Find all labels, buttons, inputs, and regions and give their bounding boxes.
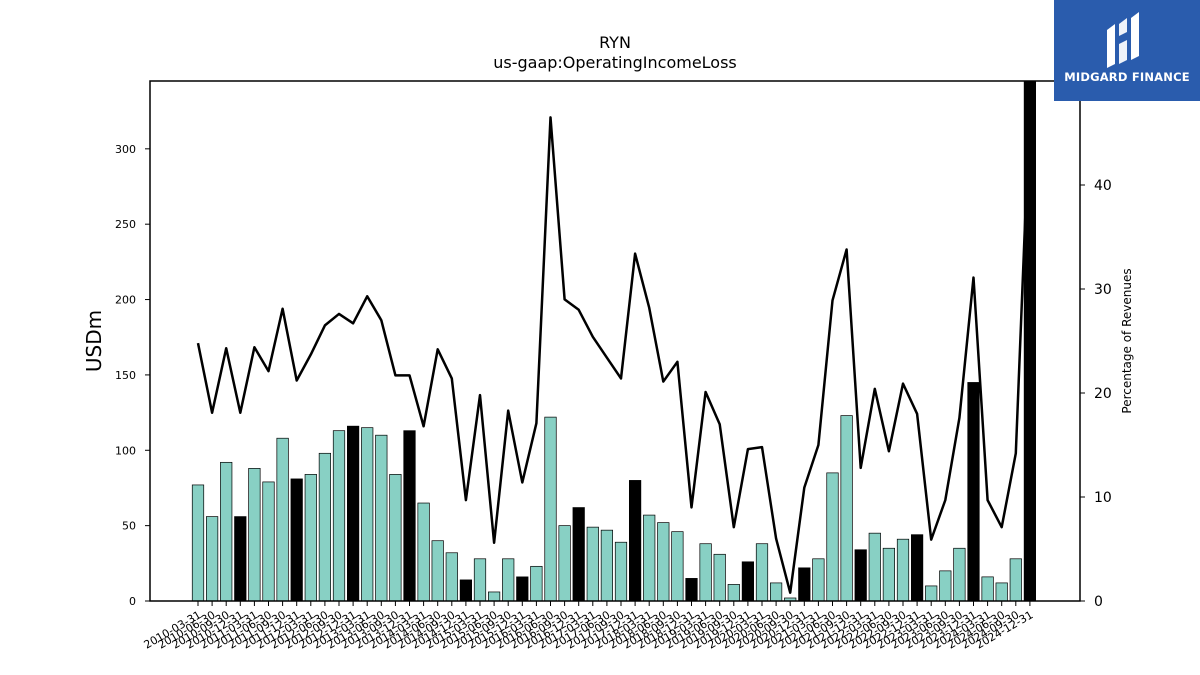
brand-name: MIDGARD FINANCE [1064,70,1190,84]
bar-2016-09-30 [558,525,571,602]
bar-2016-12-31 [572,507,585,602]
bar-2022-03-31 [868,532,881,602]
bar-2014-12-31 [459,579,472,602]
bar-2024-12-31 [1023,80,1037,602]
bar-2011-03-31 [248,468,261,602]
y2-tick-label: 10 [1094,490,1112,506]
y-tick-label: 0 [129,595,136,608]
bar-2015-06-30 [488,591,501,602]
chart-subtitle: us-gaap:OperatingIncomeLoss [493,53,737,72]
bar-2011-12-31 [290,478,303,602]
bar-2023-03-31 [925,585,938,602]
y-tick-label: 300 [115,143,136,156]
bar-2012-09-30 [332,430,346,602]
bar-2019-06-30 [713,553,726,602]
bar-2012-06-30 [318,452,331,602]
bar-2015-12-31 [516,576,529,602]
y2-tick-label: 40 [1094,178,1112,194]
y-tick-label: 50 [122,520,136,533]
bar-2023-09-30 [953,547,966,602]
plot-frame [149,80,1081,602]
bar-2014-06-30 [431,540,444,602]
left-axis-ticks: 0 50 100 150 200 250 300 [115,143,150,608]
percentage-line [196,101,1032,594]
bar-2020-03-31 [755,543,769,602]
bar-2015-09-30 [502,558,515,602]
bar-2020-06-30 [769,582,783,602]
bar-2014-09-30 [445,552,458,602]
bar-2022-12-31 [910,534,924,602]
bar-2019-03-31 [699,543,712,602]
midgard-logo-icon [1107,12,1139,68]
bar-2013-09-30 [389,474,402,602]
bar-2017-06-30 [600,529,614,602]
bar-2010-06-30 [206,516,219,602]
bar-2017-12-31 [628,480,642,602]
right-axis-ticks: 0 10 20 30 40 [1080,178,1112,610]
bar-2022-06-30 [882,547,896,602]
y2-tick-label: 20 [1094,386,1112,402]
bar-2011-06-30 [262,481,275,602]
bar-2014-03-31 [417,502,430,602]
chart-title: RYN [599,33,631,52]
bar-2015-03-31 [473,558,487,602]
bar-2022-09-30 [896,538,910,602]
y2-tick-label: 30 [1094,282,1112,298]
bar-2018-12-31 [685,578,698,602]
y-tick-label: 250 [115,218,136,231]
bar-2024-09-30 [1009,558,1022,602]
right-axis-label: Percentage of Revenues [1120,268,1134,413]
bar-2013-03-31 [361,427,374,602]
bar-2012-12-31 [347,425,360,602]
bar-2017-09-30 [614,541,628,602]
bar-2019-09-30 [727,584,740,602]
bar-2021-12-31 [854,549,867,602]
bar-2017-03-31 [586,526,599,602]
bar-2018-06-30 [657,522,670,602]
bar-series [191,80,1037,602]
bar-2019-12-31 [741,561,755,602]
bar-2013-12-31 [403,430,416,602]
bar-2020-12-31 [798,567,811,602]
bar-2023-12-31 [967,382,980,602]
bar-2011-09-30 [276,437,289,602]
x-axis-ticks: 2010-03-312010-06-302010-09-302010-12-31… [142,601,1035,652]
bar-2016-03-31 [530,565,543,602]
bar-2023-06-30 [939,570,952,602]
bar-2018-03-31 [643,514,656,602]
y-tick-label: 200 [115,294,136,307]
bar-2021-09-30 [840,415,853,602]
bar-2010-09-30 [220,461,233,602]
bar-2016-06-30 [544,416,557,602]
y-axis-label: USDm [82,310,106,372]
bar-2010-03-31 [191,484,205,602]
y-tick-label: 150 [115,369,136,382]
bar-2013-06-30 [375,434,388,602]
y2-tick-label: 0 [1094,594,1103,610]
brand-logo: MIDGARD FINANCE [1054,0,1200,101]
bar-2024-06-30 [995,582,1008,602]
bar-2021-03-31 [812,558,825,602]
bar-2021-06-30 [826,472,839,602]
bar-2018-09-30 [671,531,684,602]
bar-2024-03-31 [981,576,994,602]
bar-2012-03-31 [304,474,317,602]
bar-2010-12-31 [234,516,247,602]
y-tick-label: 100 [115,444,136,457]
